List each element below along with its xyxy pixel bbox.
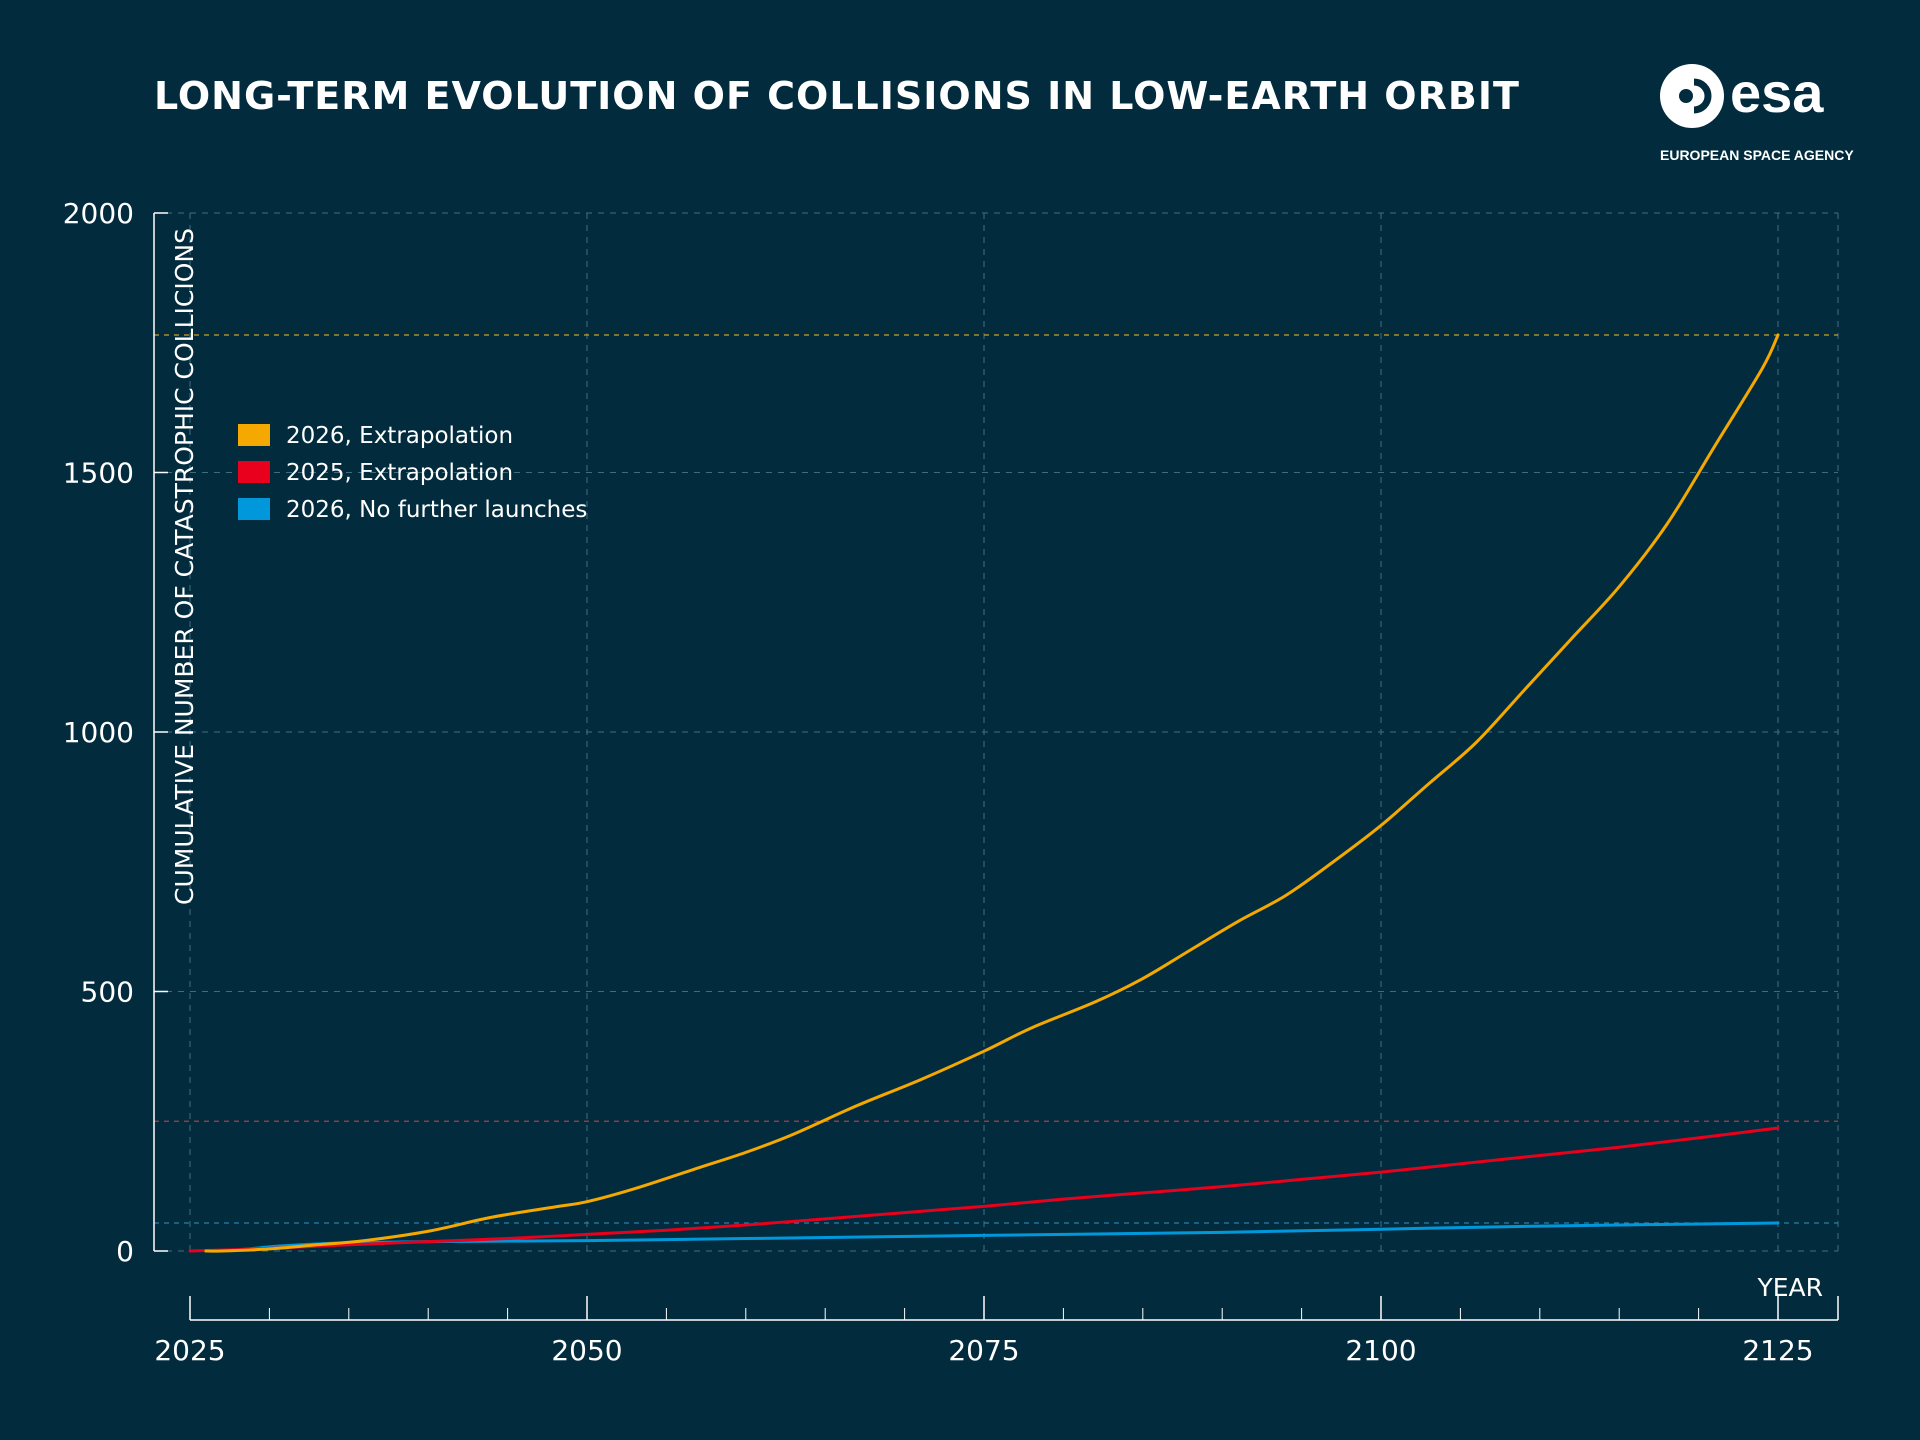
y-tick-label: 1500 [63,457,134,490]
x-tick-label: 2050 [551,1334,622,1367]
series-line-2026-extrapolation [204,333,1780,1253]
reference-lines [154,334,1838,1224]
series-line-2025-extrapolation [188,1126,1780,1253]
x-tick-label: 2100 [1345,1334,1416,1367]
legend-swatch [238,498,270,520]
tick-labels: 0 500 1000 1500 2000 2025 2050 2075 2100 2125 [63,197,1814,1367]
esa-logo-dot-icon [1679,89,1693,103]
y-tick-label: 1000 [63,716,134,749]
legend-label: 2026, Extrapolation [286,423,513,449]
legend-swatch [238,461,270,483]
x-tick-label: 2025 [154,1334,225,1367]
series-line-2026-no-further-launches [204,1221,1780,1253]
y-tick-label: 2000 [63,197,134,230]
legend-label: 2025, Extrapolation [286,460,513,486]
legend-swatch [238,424,270,446]
x-axis-label: YEAR [1756,1273,1823,1302]
y-axis-label: CUMULATIVE NUMBER OF CATASTROPHIC COLLIC… [170,228,199,905]
chart-title: LONG-TERM EVOLUTION OF COLLISIONS IN LOW… [154,74,1520,118]
esa-logo-arc-icon [1693,78,1712,114]
y-tick-label: 500 [81,976,134,1009]
x-tick-label: 2125 [1742,1334,1813,1367]
y-tick-label: 0 [116,1235,134,1268]
grid [154,212,1839,1252]
x-tick-label: 2075 [948,1334,1019,1367]
legend: 2026, Extrapolation 2025, Extrapolation 20… [238,423,587,523]
series-lines [188,333,1780,1253]
esa-logo-wordmark: esa [1730,64,1824,124]
agency-name: EUROPEAN SPACE AGENCY [1660,147,1854,163]
axes [153,212,1839,1321]
esa-logo: esa [1660,64,1824,128]
legend-label: 2026, No further launches [286,497,587,523]
